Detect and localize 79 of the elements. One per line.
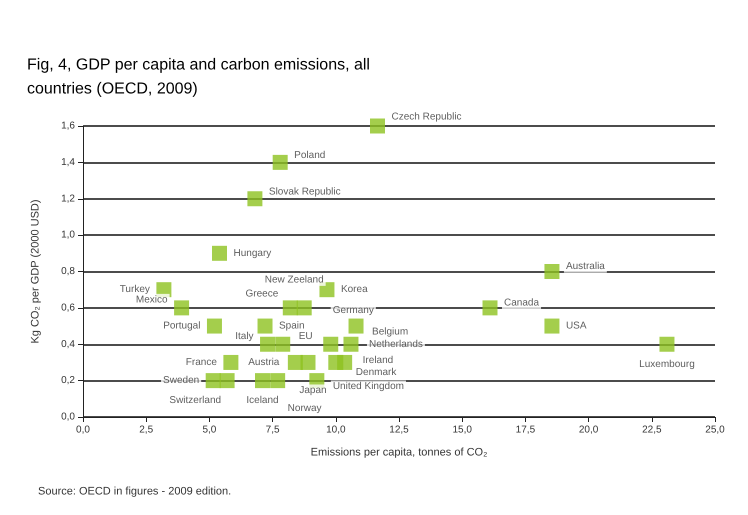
point — [300, 354, 316, 370]
point — [260, 336, 276, 352]
annotation: Switzerland — [169, 395, 222, 406]
annotation: Italy — [235, 330, 254, 342]
y-tick-label: 0,8 — [61, 266, 76, 277]
chart-title: Fig, 4, GDP per capita and carbon emissions, all countries (OECD, 2009) — [27, 56, 370, 98]
annotation: Germany — [332, 304, 374, 316]
annotation: France — [186, 356, 218, 368]
point — [220, 373, 235, 388]
annotation: Greece — [246, 288, 279, 300]
x-tick-label: 0,0 — [76, 424, 90, 436]
y-tick-label: 0,2 — [61, 375, 76, 386]
x-tick-label: 22,5 — [642, 424, 662, 436]
annotation: Australia — [566, 261, 606, 272]
annotation: EU — [298, 330, 313, 342]
y-tick-label: 1,4 — [61, 156, 76, 168]
y-tick-label: 1,6 — [61, 120, 76, 132]
x-tick-label: 10,0 — [326, 424, 346, 436]
point — [323, 336, 338, 352]
point — [275, 336, 290, 352]
x-tick-label: 5,0 — [202, 424, 217, 436]
annotation: Hungary — [234, 248, 272, 259]
annotation: Canada — [504, 297, 540, 308]
x-axis-title: Emissions per capita, tonnes of CO₂ — [310, 446, 488, 458]
point — [659, 336, 674, 352]
source-note: Source: OECD in figures - 2009 edition. — [38, 486, 232, 498]
point — [482, 300, 498, 316]
y-tick-label: 0,6 — [61, 302, 76, 314]
point — [544, 318, 560, 334]
annotation: Ireland — [362, 354, 394, 366]
annotation: Belgium — [372, 326, 408, 338]
point — [223, 354, 238, 370]
annotation: Mexico — [136, 294, 168, 306]
x-tick-label: 2,5 — [139, 424, 154, 436]
x-tick-label: 20,0 — [578, 424, 599, 436]
point — [296, 300, 312, 316]
point — [174, 300, 190, 316]
y-tick-label: 1,2 — [61, 193, 76, 204]
annotation: Sweden — [163, 375, 200, 386]
annotation: Denmark — [356, 366, 398, 378]
y-axis-title: Kg CO₂ per GDP (2000 USD) — [30, 199, 42, 344]
point — [544, 264, 560, 279]
point — [337, 354, 352, 370]
annotation: Luxembourg — [639, 358, 695, 370]
annotation: Portugal — [163, 320, 200, 332]
point — [206, 373, 221, 388]
annotation: Austria — [248, 356, 280, 368]
annotation: Netherlands — [368, 338, 423, 350]
annotation: New Zeeland — [264, 274, 324, 286]
annotation: Spain — [279, 320, 305, 332]
x-tick-label: 15,0 — [452, 424, 472, 436]
point — [206, 318, 222, 334]
annotation: USA — [566, 320, 587, 332]
y-tick-label: 0,4 — [61, 338, 76, 350]
annotation: Japan — [299, 384, 327, 396]
annotation: Norway — [288, 403, 322, 414]
point — [272, 154, 288, 170]
point — [370, 118, 386, 134]
annotation: Poland — [294, 150, 326, 161]
point — [270, 373, 286, 388]
x-tick-label: 25,0 — [705, 424, 726, 436]
annotation: Iceland — [246, 395, 279, 406]
point — [254, 373, 270, 388]
annotation: Slovak Republic — [268, 186, 341, 198]
y-tick-label: 1,0 — [61, 230, 76, 241]
annotation: United Kingdom — [332, 381, 404, 392]
point — [258, 318, 273, 334]
point — [348, 318, 364, 334]
y-tick-label: 0,0 — [61, 412, 76, 422]
annotation: Korea — [340, 284, 368, 296]
point — [247, 191, 262, 206]
x-tick-label: 17,5 — [516, 424, 536, 436]
annotation: Czech Republic — [392, 112, 462, 122]
point — [343, 336, 358, 352]
point — [282, 300, 298, 316]
x-tick-label: 12,5 — [389, 424, 410, 436]
annotation: Turkey — [120, 284, 150, 296]
x-tick-label: 7,5 — [266, 424, 280, 436]
point — [212, 246, 228, 261]
